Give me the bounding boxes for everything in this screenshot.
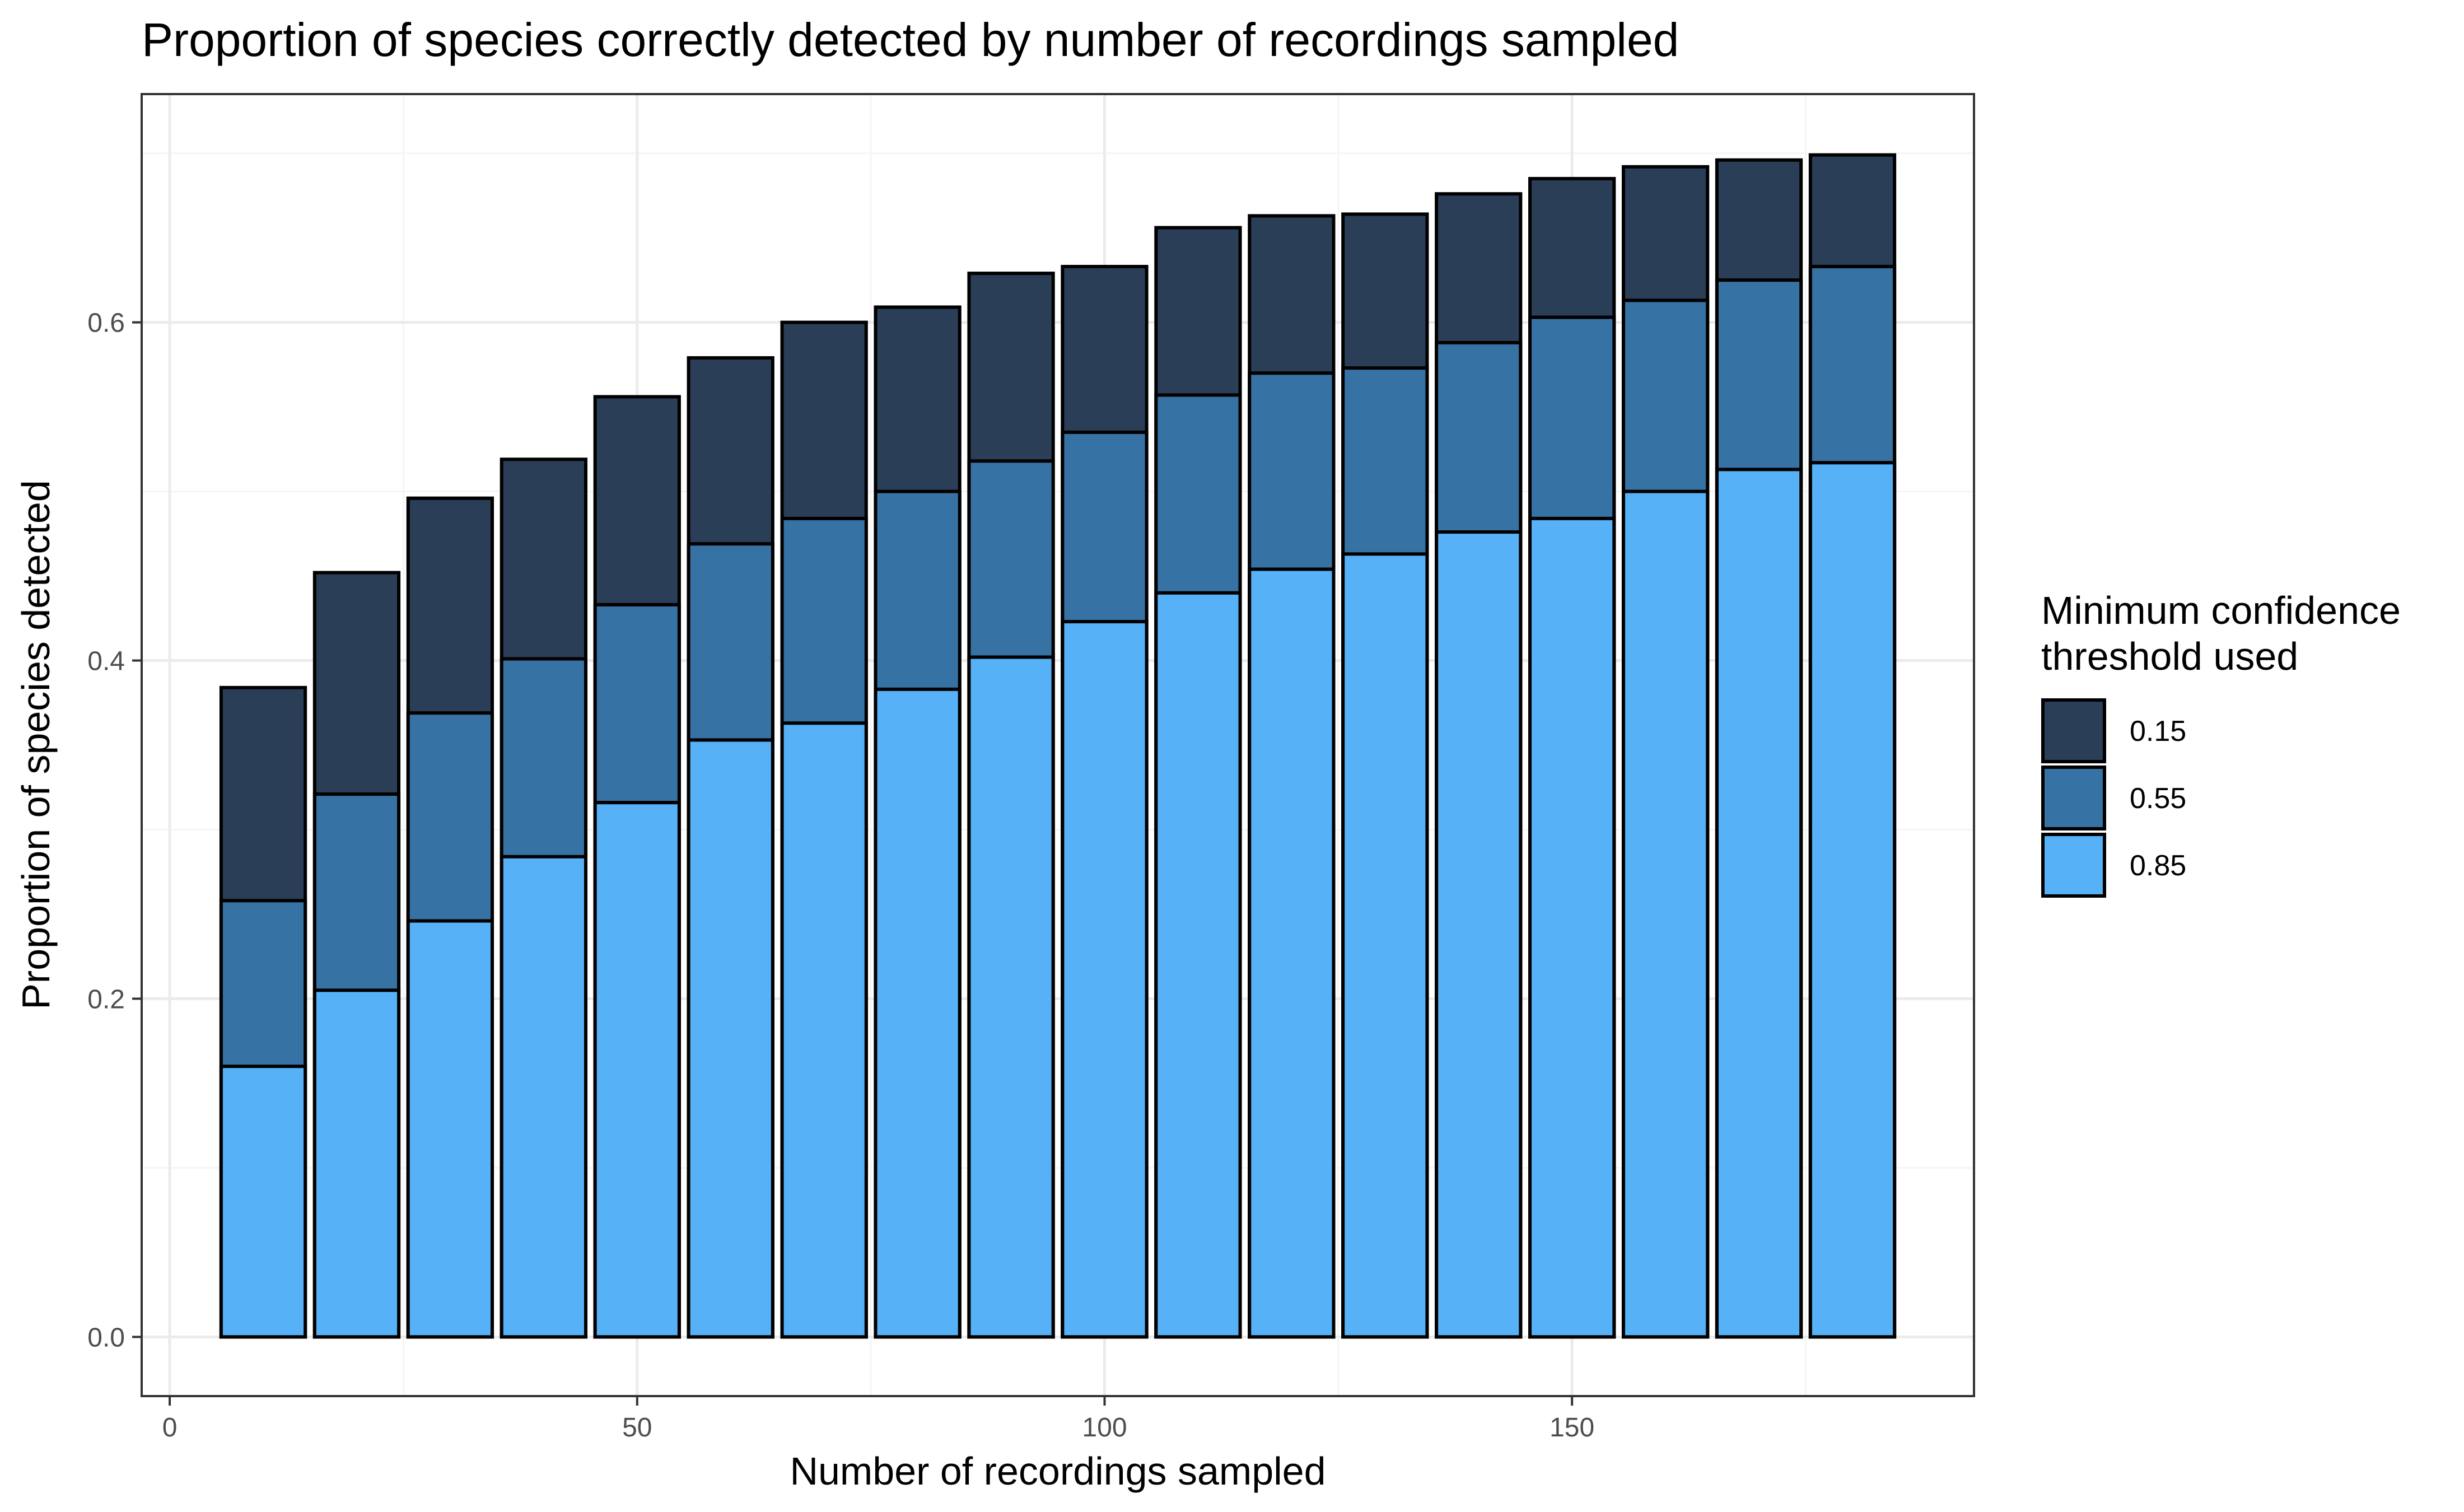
bar-threshold-085-n40: [500, 855, 587, 1339]
x-tick-label: 100: [1082, 1413, 1127, 1443]
bar-threshold-085-n50: [593, 801, 681, 1339]
legend-swatch: [2041, 698, 2106, 763]
legend-label: 0.55: [2130, 782, 2186, 815]
bar-threshold-085-n10: [219, 1065, 307, 1339]
legend: Minimum confidence threshold used 0.150.…: [2041, 589, 2401, 898]
legend-label: 0.85: [2130, 850, 2186, 882]
bar-threshold-085-n70: [780, 721, 868, 1339]
bar-threshold-085-n120: [1248, 567, 1336, 1339]
bars: [219, 153, 1897, 1339]
x-tick-label: 150: [1550, 1413, 1594, 1443]
x-tick-label: 50: [622, 1413, 652, 1443]
bar-threshold-085-n150: [1528, 516, 1616, 1339]
bar-threshold-085-n100: [1061, 620, 1149, 1339]
y-tick-label: 0.2: [87, 984, 125, 1014]
bar-threshold-085-n80: [874, 687, 962, 1339]
bar-threshold-085-n20: [312, 988, 401, 1339]
x-tick-label: 0: [162, 1413, 178, 1443]
bar-threshold-085-n130: [1341, 552, 1429, 1339]
legend-title-line2: threshold used: [2041, 634, 2298, 678]
x-axis-title: Number of recordings sampled: [790, 1449, 1326, 1493]
chart-title: Proportion of species correctly detected…: [142, 13, 1679, 66]
legend-items: 0.15 0.55 0.85: [2041, 698, 2186, 898]
legend-title-line1: Minimum confidence: [2041, 589, 2401, 632]
y-tick-label: 0.4: [87, 647, 125, 676]
x-axis: 0 50 100 150: [162, 1396, 1594, 1443]
bar-threshold-085-n180: [1808, 461, 1897, 1339]
y-tick-label: 0.0: [87, 1323, 125, 1352]
bar-threshold-085-n60: [687, 738, 774, 1339]
panel-border: [141, 93, 1975, 1397]
bar-threshold-085-n90: [967, 655, 1055, 1339]
bar-threshold-085-n140: [1435, 530, 1523, 1339]
y-axis-title: Proportion of species detected: [14, 480, 58, 1010]
bar-threshold-085-n110: [1154, 591, 1242, 1339]
legend-swatch: [2041, 833, 2106, 898]
plot-area: [141, 93, 1975, 1397]
y-axis: 0.0 0.2 0.4 0.6: [87, 309, 142, 1352]
bar-threshold-085-n30: [406, 919, 494, 1339]
y-tick-label: 0.6: [87, 309, 125, 338]
legend-label: 0.15: [2130, 715, 2186, 748]
bar-threshold-085-n170: [1715, 468, 1803, 1339]
bar-threshold-085-n160: [1621, 489, 1710, 1339]
legend-swatch: [2041, 766, 2106, 830]
